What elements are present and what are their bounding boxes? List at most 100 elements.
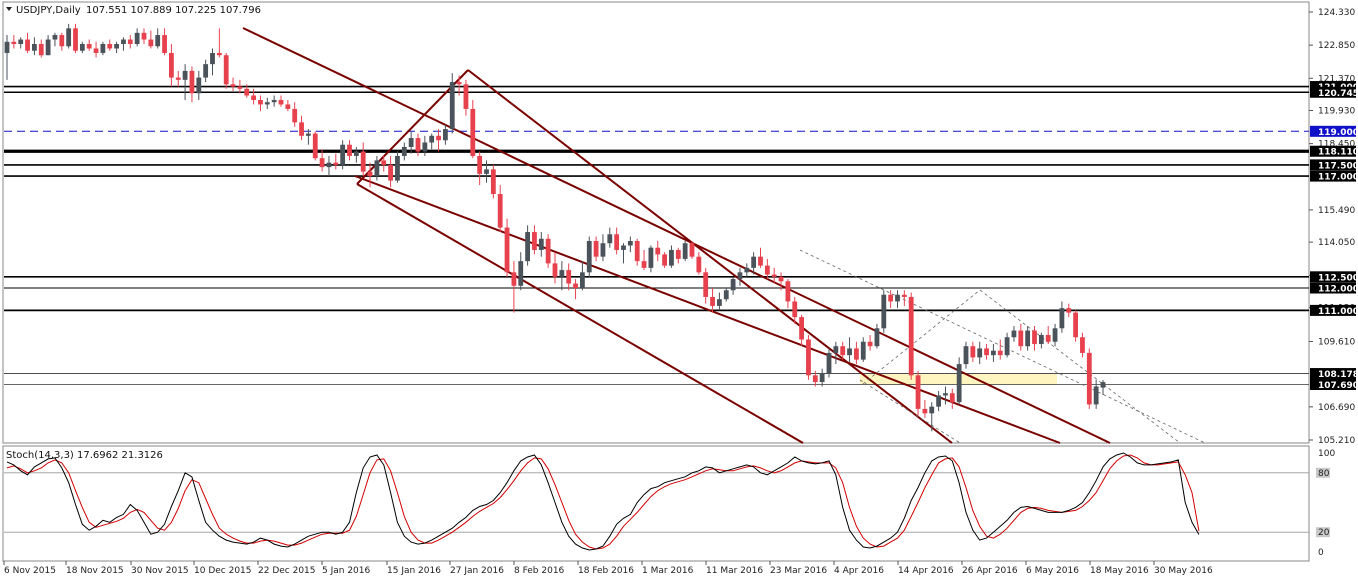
candle-bull bbox=[1093, 386, 1099, 405]
candle-bear bbox=[93, 48, 99, 53]
candle-bear bbox=[573, 283, 578, 289]
candle-bear bbox=[141, 32, 147, 40]
collapse-triangle-icon[interactable] bbox=[6, 7, 12, 11]
candle-bull bbox=[627, 240, 633, 246]
stoch-axis-label: 0 bbox=[1318, 548, 1324, 558]
candle-bull bbox=[929, 406, 935, 414]
candle-bull bbox=[306, 133, 311, 136]
candle-bear bbox=[244, 88, 250, 96]
date-axis-label: 1 Mar 2016 bbox=[642, 566, 694, 576]
level-tag bbox=[1310, 304, 1356, 316]
channel-lines-layer bbox=[242, 27, 1206, 444]
level-tag-text: 107.690 bbox=[1318, 381, 1358, 391]
candle-bull bbox=[340, 144, 346, 165]
candle-bear bbox=[38, 44, 44, 56]
price-axis-label: 114.050 bbox=[1318, 238, 1355, 248]
candle-bull bbox=[586, 240, 592, 273]
date-axis-label: 6 Nov 2015 bbox=[4, 566, 56, 576]
candle-bear bbox=[333, 162, 339, 165]
candle-bull bbox=[847, 348, 852, 356]
date-axis-label: 22 Dec 2015 bbox=[258, 566, 316, 576]
candle-bull bbox=[723, 290, 729, 300]
candle-bear bbox=[347, 144, 352, 156]
candle-bear bbox=[388, 164, 393, 181]
candle-bear bbox=[360, 151, 366, 172]
candle-bear bbox=[175, 77, 181, 80]
date-axis-label: 27 Jan 2016 bbox=[450, 566, 504, 576]
candle-bull bbox=[264, 102, 270, 105]
candle-bear bbox=[189, 70, 195, 94]
candle-bear bbox=[545, 238, 551, 264]
candle-bear bbox=[1066, 308, 1072, 313]
candle-bear bbox=[299, 122, 304, 136]
channel-line bbox=[467, 69, 953, 444]
candle-bull bbox=[121, 39, 126, 45]
candle-bear bbox=[915, 375, 921, 409]
candle-bear bbox=[984, 348, 989, 356]
price-axis-label: 121.370 bbox=[1318, 74, 1355, 84]
candle-bull bbox=[1004, 337, 1010, 356]
dashed-channel-line bbox=[862, 289, 981, 385]
level-tag bbox=[1310, 86, 1356, 98]
candle-bull bbox=[66, 28, 72, 47]
level-tag bbox=[1310, 368, 1356, 380]
date-axis-label: 6 May 2016 bbox=[1026, 566, 1079, 576]
stoch-axis-label: 100 bbox=[1318, 449, 1335, 459]
candle-bull bbox=[518, 261, 524, 286]
candle-bear bbox=[662, 254, 667, 266]
candle-bear bbox=[127, 39, 133, 45]
candle-bear bbox=[1086, 352, 1092, 405]
price-axis-label: 119.930 bbox=[1318, 106, 1355, 116]
candle-bear bbox=[949, 393, 955, 403]
candle-bear bbox=[840, 346, 846, 356]
candle-bull bbox=[991, 350, 996, 356]
level-lines-layer bbox=[4, 85, 1309, 385]
candle-bear bbox=[1032, 330, 1037, 344]
date-axis-label: 26 Apr 2016 bbox=[962, 566, 1018, 576]
candle-bull bbox=[744, 267, 750, 273]
date-axis-label: 5 Jan 2016 bbox=[322, 566, 370, 576]
candle-bull bbox=[1038, 335, 1044, 344]
candle-bear bbox=[758, 256, 763, 266]
candle-bear bbox=[1073, 312, 1078, 338]
candle-bull bbox=[607, 234, 613, 244]
level-tag bbox=[1310, 271, 1356, 283]
stoch-axis-label: 80 bbox=[1318, 469, 1330, 479]
candle-bull bbox=[449, 82, 455, 130]
level-tag-text: 117.000 bbox=[1318, 173, 1358, 183]
channel-line bbox=[242, 27, 1111, 444]
date-axis-label: 14 Apr 2016 bbox=[898, 566, 954, 576]
price-panel-frame bbox=[2, 1, 1310, 444]
candle-bear bbox=[511, 272, 517, 286]
candle-bull bbox=[648, 247, 654, 268]
candle-bear bbox=[908, 296, 914, 376]
candle-bull bbox=[538, 238, 544, 250]
candle-bear bbox=[888, 294, 894, 302]
date-axis-label: 15 Jan 2016 bbox=[387, 566, 441, 576]
candle-bear bbox=[552, 263, 558, 277]
candle-bull bbox=[210, 52, 215, 65]
candle-bull bbox=[443, 129, 448, 141]
stoch-panel-frame bbox=[2, 445, 1310, 562]
candle-bull bbox=[353, 151, 359, 156]
candle-bear bbox=[771, 274, 777, 277]
candle-bear bbox=[593, 240, 599, 257]
stoch-signal-line bbox=[6, 454, 1200, 550]
candle-bear bbox=[566, 270, 572, 284]
candle-bear bbox=[216, 52, 222, 56]
level-tag bbox=[1310, 81, 1356, 93]
level-tag bbox=[1310, 125, 1356, 137]
candle-bull bbox=[819, 373, 825, 383]
level-tag-text: 119.000 bbox=[1318, 128, 1358, 138]
channel-line bbox=[356, 183, 804, 444]
candle-bull bbox=[963, 346, 969, 365]
candle-bear bbox=[415, 138, 421, 152]
level-tag bbox=[1310, 159, 1356, 171]
candle-bull bbox=[155, 35, 161, 47]
level-tag-text: 111.000 bbox=[1318, 307, 1358, 317]
candle-bear bbox=[230, 84, 236, 87]
candles-layer bbox=[4, 23, 1106, 432]
